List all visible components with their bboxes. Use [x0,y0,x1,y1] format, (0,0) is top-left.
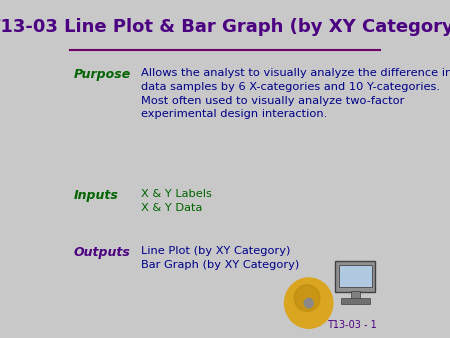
Text: Purpose: Purpose [74,68,131,81]
FancyBboxPatch shape [339,265,372,287]
FancyBboxPatch shape [335,261,375,292]
Circle shape [284,278,333,328]
Circle shape [304,298,313,308]
Text: T13-03 Line Plot & Bar Graph (by XY Category): T13-03 Line Plot & Bar Graph (by XY Cate… [0,18,450,36]
Text: Inputs: Inputs [74,189,118,202]
Text: Outputs: Outputs [74,246,130,259]
Text: Line Plot (by XY Category)
Bar Graph (by XY Category): Line Plot (by XY Category) Bar Graph (by… [141,246,300,270]
Circle shape [294,285,320,312]
Text: Allows the analyst to visually analyze the difference in
data samples by 6 X-cat: Allows the analyst to visually analyze t… [141,68,450,119]
Bar [341,298,370,304]
Text: T13-03 - 1: T13-03 - 1 [327,320,376,330]
Bar [351,291,360,299]
Text: X & Y Labels
X & Y Data: X & Y Labels X & Y Data [141,189,212,213]
